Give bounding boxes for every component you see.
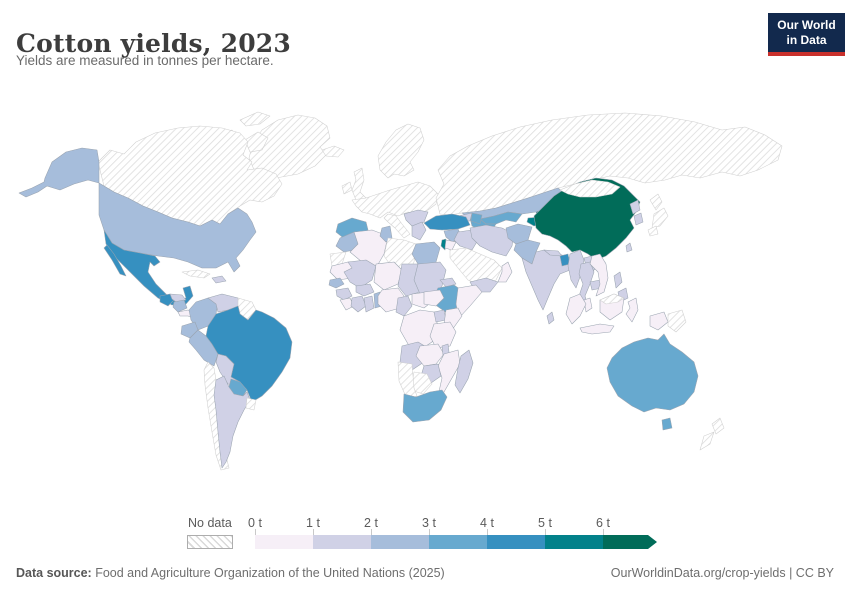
legend-tick [255, 529, 256, 535]
country-madagascar[interactable] [454, 349, 474, 394]
legend-tick-label: 3 t [422, 516, 436, 530]
data-source-label: Data source: [16, 566, 92, 580]
legend-bin-5[interactable] [545, 535, 603, 549]
country-azerbaijan[interactable] [470, 212, 483, 225]
country-taiwan[interactable] [625, 242, 633, 253]
legend-bin-6[interactable] [603, 535, 657, 549]
country-namibia[interactable] [397, 361, 418, 400]
country-tanzania[interactable] [429, 321, 457, 349]
country-myanmar[interactable] [567, 249, 585, 289]
country-new-zealand[interactable] [699, 431, 715, 451]
country-papua-new-guinea[interactable] [667, 309, 687, 333]
country-indonesia[interactable] [649, 311, 669, 331]
country-japan[interactable] [647, 225, 659, 237]
country-niger[interactable] [373, 261, 403, 291]
country-japan[interactable] [651, 207, 669, 229]
country-south-sudan[interactable] [423, 289, 445, 307]
country-uruguay[interactable] [245, 397, 257, 411]
legend-tick-label: 0 t [248, 516, 262, 530]
legend-tick-label: 6 t [596, 516, 610, 530]
country-south-korea[interactable] [633, 212, 644, 226]
owid-logo-text: Our World in Data [777, 17, 836, 47]
legend-tick-label: 2 t [364, 516, 378, 530]
country-malaysia-peninsula[interactable] [583, 297, 593, 313]
country-jordan[interactable] [444, 239, 457, 251]
country-guinea[interactable] [335, 287, 353, 301]
legend-tick [603, 529, 604, 535]
data-source-text: Food and Agriculture Organization of the… [91, 566, 445, 580]
country-iran[interactable] [469, 224, 515, 257]
country-hispaniola[interactable] [211, 275, 227, 284]
country-iceland[interactable] [321, 145, 345, 158]
country-cuba[interactable] [181, 269, 211, 279]
country-south-africa[interactable] [402, 389, 448, 423]
page-title: Cotton yields, 2023 [16, 28, 291, 58]
country-indonesia[interactable] [625, 297, 639, 323]
country-cameroon[interactable] [395, 295, 413, 317]
country-zambia[interactable] [415, 343, 445, 367]
country-peru[interactable] [188, 329, 219, 367]
legend-bin-1[interactable] [313, 535, 371, 549]
country-uganda[interactable] [433, 309, 447, 323]
legend-bin-2[interactable] [371, 535, 429, 549]
country-ellesmere[interactable] [239, 111, 271, 127]
world-map[interactable] [0, 95, 850, 510]
legend-bin-3[interactable] [429, 535, 487, 549]
country-united-kingdom[interactable] [351, 167, 367, 201]
legend-tick-label: 5 t [538, 516, 552, 530]
country-malaysia-borneo[interactable] [599, 293, 625, 305]
legend-bin-4[interactable] [487, 535, 545, 549]
country-eritrea[interactable] [439, 277, 457, 288]
country-somalia[interactable] [455, 284, 483, 319]
country-indonesia[interactable] [579, 323, 615, 335]
country-turkey[interactable] [423, 213, 471, 231]
country-north-korea[interactable] [629, 199, 641, 215]
legend-no-data-label: No data [188, 516, 232, 530]
legend-tick [545, 529, 546, 535]
legend-tick [313, 529, 314, 535]
country-oman[interactable] [497, 261, 513, 283]
country-senegal[interactable] [328, 277, 345, 289]
country-dr-congo[interactable] [399, 309, 439, 351]
country-italy[interactable] [383, 213, 411, 239]
owid-logo[interactable]: Our World in Data [768, 13, 845, 56]
country-ghana[interactable] [363, 295, 375, 313]
country-philippines[interactable] [613, 271, 623, 289]
country-nicaragua[interactable] [172, 299, 188, 313]
country-australia[interactable] [606, 333, 699, 413]
country-greece[interactable] [411, 221, 427, 241]
country-europe-mainland[interactable] [351, 181, 439, 219]
country-japan[interactable] [649, 193, 663, 211]
country-mexico[interactable] [103, 244, 127, 277]
country-argentina[interactable] [213, 375, 251, 469]
country-guatemala[interactable] [159, 293, 175, 307]
country-burkina-faso[interactable] [355, 283, 375, 297]
country-united-states[interactable] [18, 147, 100, 198]
country-australia[interactable] [661, 417, 673, 431]
country-mongolia[interactable] [559, 179, 621, 198]
country-indonesia[interactable] [565, 293, 587, 325]
legend-bin-0[interactable] [255, 535, 313, 549]
legend-tick [371, 529, 372, 535]
country-scandinavia[interactable] [377, 123, 425, 179]
country-new-zealand[interactable] [711, 417, 725, 435]
map-legend: No data 0 t 1 t 2 t 3 t 4 t 5 t 6 t [0, 516, 850, 556]
legend-tick-label: 1 t [306, 516, 320, 530]
legend-tick-label: 4 t [480, 516, 494, 530]
country-sri-lanka[interactable] [546, 311, 555, 325]
legend-tick [429, 529, 430, 535]
footer-rights-link[interactable]: OurWorldinData.org/crop-yields | CC BY [610, 566, 834, 580]
legend-tick [487, 529, 488, 535]
country-saudi-arabia[interactable] [449, 247, 503, 287]
legend-no-data-swatch[interactable] [187, 535, 233, 549]
country-cote-divoire[interactable] [350, 295, 367, 313]
country-baffin[interactable] [244, 131, 269, 153]
data-source: Data source: Food and Agriculture Organi… [16, 566, 445, 580]
country-vietnam[interactable] [589, 253, 609, 297]
country-israel[interactable] [440, 238, 447, 251]
country-ireland[interactable] [341, 181, 353, 195]
chart-subtitle: Yields are measured in tonnes per hectar… [16, 53, 274, 68]
